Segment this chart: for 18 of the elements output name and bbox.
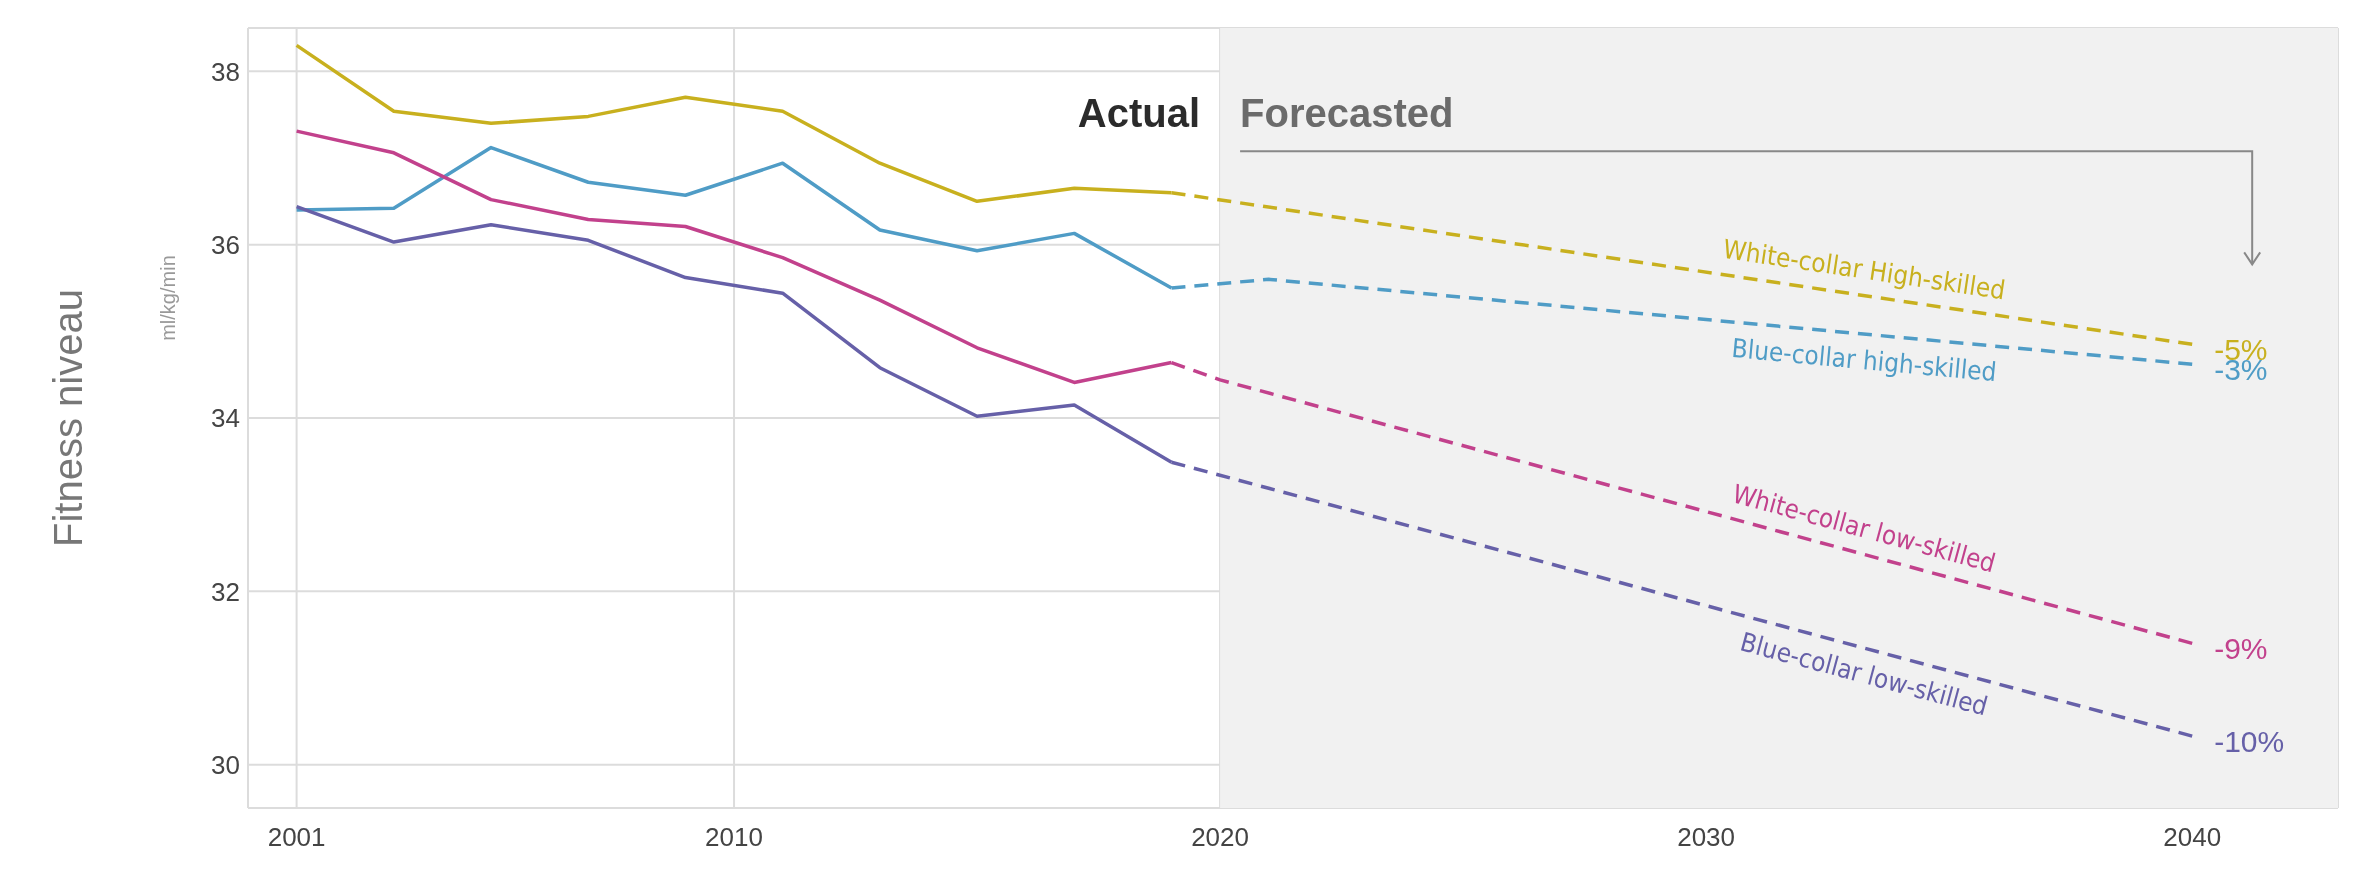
annotation: Actual (1077, 91, 1201, 136)
annotation: Forecasted (1240, 91, 1454, 136)
x-tick-label: 2030 (1677, 822, 1736, 853)
y-tick-label: 34 (211, 403, 240, 434)
y-axis-title: Fitness niveau (46, 289, 90, 547)
y-tick-label: 36 (211, 229, 240, 260)
x-tick-label: 2040 (2163, 822, 2222, 853)
y-tick-label: 38 (211, 56, 240, 87)
y-tick-label: 30 (211, 749, 240, 780)
annotation: -10% (2214, 724, 2285, 758)
x-tick-label: 2020 (1191, 822, 1250, 853)
text: White-collar High-skilled (1721, 233, 2008, 306)
text: Blue-collar high-skilled (1730, 332, 1998, 388)
text: ml/kg/min (157, 255, 179, 341)
x-tick-label: 2010 (705, 822, 763, 853)
y-tick-label: 32 (211, 576, 240, 607)
annotation: -9% (2214, 631, 2268, 665)
x-tick-label: 2001 (267, 822, 326, 853)
